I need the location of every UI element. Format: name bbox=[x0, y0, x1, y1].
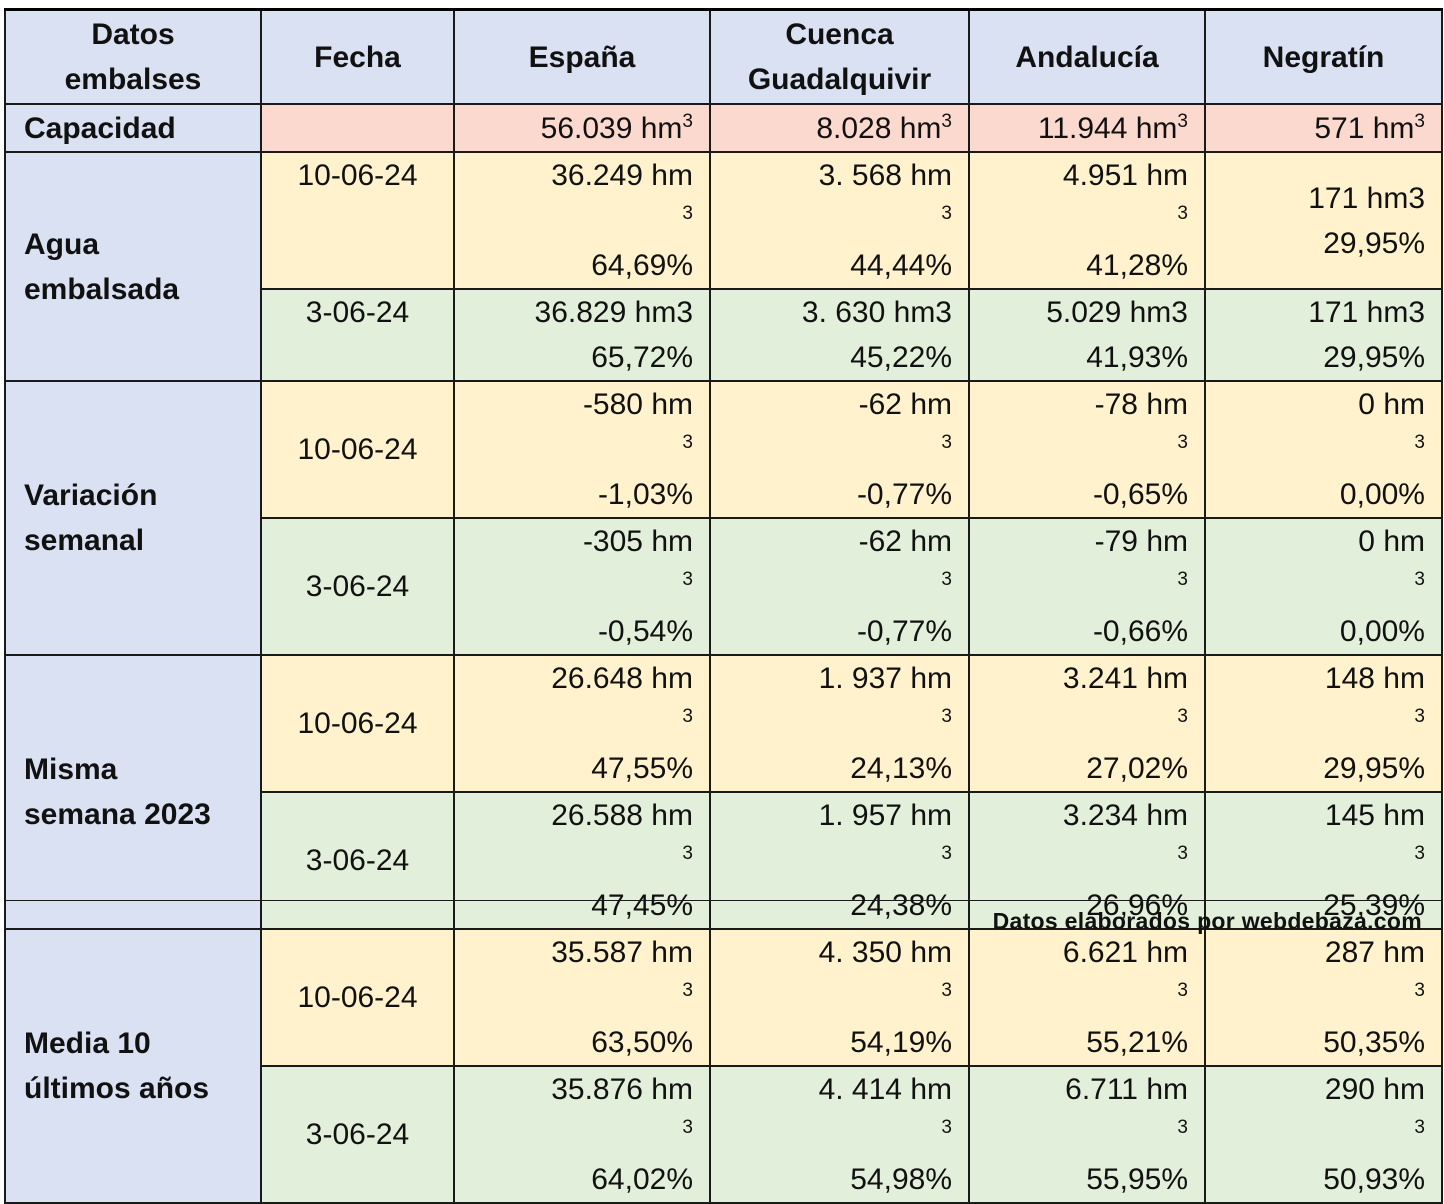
date-cell: 10-06-24 bbox=[260, 151, 455, 290]
negratin-cell: 290 hm 3 50,93% bbox=[1204, 1065, 1443, 1204]
table-row: Agua embalsada 10-06-24 36.249 hm 3 64,69%… bbox=[4, 151, 1443, 382]
andalucia-cell: 4.951 hm 3 41,28% bbox=[968, 151, 1206, 290]
date-cell: 10-06-24 bbox=[260, 654, 455, 793]
table-row: 3-06-24 -305 hm 3 -0,54% -62 hm 3 -0,77% -79… bbox=[5, 517, 1443, 656]
negratin-cell: 171 hm3 29,95% bbox=[1204, 288, 1443, 382]
negratin-cell: 287 hm 3 50,35% bbox=[1204, 928, 1443, 1067]
andalucia-cell: 3.241 hm 3 27,02% bbox=[968, 654, 1206, 793]
header-cuenca-line2: Guadalquivir bbox=[747, 63, 932, 96]
cuenca-cell: 1. 957 hm 3 24,38% bbox=[709, 791, 970, 930]
group-label-misma: Misma semana 2023 bbox=[4, 654, 262, 930]
capacity-row: Capacidad 56.039 hm3 8.028 hm3 11.944 hm… bbox=[4, 103, 1443, 153]
andalucia-cell: 6.711 hm 3 55,95% bbox=[968, 1065, 1206, 1204]
espana-cell: 36.249 hm 3 64,69% bbox=[453, 151, 711, 290]
negratin-cell: 145 hm 3 25,39% bbox=[1204, 791, 1443, 930]
negratin-cell: 0 hm 3 0,00% bbox=[1204, 380, 1443, 519]
date-cell: 3-06-24 bbox=[260, 1065, 455, 1204]
andalucia-cell: -78 hm 3 -0,65% bbox=[968, 380, 1206, 519]
andalucia-cell: 6.621 hm 3 55,21% bbox=[968, 928, 1206, 1067]
cuenca-cell: 4. 414 hm 3 54,98% bbox=[709, 1065, 970, 1204]
table-row: Misma semana 2023 10-06-24 26.648 hm 3 47,… bbox=[4, 654, 1443, 930]
reservoir-data-table: Datos embalses Fecha España Cuenca Guada… bbox=[4, 8, 1443, 1204]
header-negratin: Negratín bbox=[1204, 8, 1443, 105]
table-row: 3-06-24 36.829 hm3 65,72% 3. 630 hm3 45,22… bbox=[5, 288, 1443, 382]
negratin-cell: 171 hm3 29,95% bbox=[1204, 151, 1443, 290]
capacity-espana: 56.039 hm3 bbox=[453, 103, 711, 153]
capacity-label: Capacidad bbox=[4, 103, 262, 153]
header-datos-line2: embalses bbox=[64, 63, 202, 96]
header-andalucia: Andalucía bbox=[968, 8, 1206, 105]
espana-cell: -580 hm 3 -1,03% bbox=[453, 380, 711, 519]
date-cell: 3-06-24 bbox=[260, 288, 455, 382]
cuenca-cell: -62 hm 3 -0,77% bbox=[709, 517, 970, 656]
header-row: Datos embalses Fecha España Cuenca Guada… bbox=[4, 8, 1443, 105]
andalucia-cell: -79 hm 3 -0,66% bbox=[968, 517, 1206, 656]
group-label-variacion: Variación semanal bbox=[4, 380, 262, 656]
andalucia-cell: 3.234 hm 3 26,96% bbox=[968, 791, 1206, 930]
andalucia-cell: 5.029 hm3 41,93% bbox=[968, 288, 1206, 382]
cuenca-cell: 1. 937 hm 3 24,13% bbox=[709, 654, 970, 793]
cuenca-cell: -62 hm 3 -0,77% bbox=[709, 380, 970, 519]
espana-cell: 35.876 hm 3 64,02% bbox=[453, 1065, 711, 1204]
date-cell: 3-06-24 bbox=[260, 791, 455, 930]
date-cell: 10-06-24 bbox=[260, 928, 455, 1067]
espana-cell: 26.648 hm 3 47,55% bbox=[453, 654, 711, 793]
negratin-cell: 0 hm 3 0,00% bbox=[1204, 517, 1443, 656]
header-cuenca: Cuenca Guadalquivir bbox=[709, 8, 970, 105]
table-row: 3-06-24 26.588 hm 3 47,45% 1. 957 hm 3 24,38… bbox=[5, 791, 1443, 930]
header-fecha: Fecha bbox=[260, 8, 455, 105]
espana-cell: -305 hm 3 -0,54% bbox=[453, 517, 711, 656]
credit-text: Datos elaborados por webdebaza.com bbox=[992, 908, 1422, 934]
table-row: Variación semanal 10-06-24 -580 hm 3 -1,03… bbox=[4, 380, 1443, 656]
table-row: Media 10 últimos años 10-06-24 35.587 hm… bbox=[4, 928, 1443, 1204]
header-datos-embalses: Datos embalses bbox=[4, 8, 262, 105]
date-cell: 3-06-24 bbox=[260, 517, 455, 656]
espana-cell: 26.588 hm 3 47,45% bbox=[453, 791, 711, 930]
header-datos-line1: Datos bbox=[91, 18, 175, 51]
capacity-cuenca: 8.028 hm3 bbox=[709, 103, 970, 153]
capacity-date-empty bbox=[260, 103, 455, 153]
date-cell: 10-06-24 bbox=[260, 380, 455, 519]
espana-cell: 35.587 hm 3 63,50% bbox=[453, 928, 711, 1067]
capacity-andalucia: 11.944 hm3 bbox=[968, 103, 1206, 153]
table-bottom-rule bbox=[4, 900, 1441, 901]
group-label-media: Media 10 últimos años bbox=[4, 928, 262, 1204]
cuenca-cell: 3. 568 hm 3 44,44% bbox=[709, 151, 970, 290]
header-espana: España bbox=[453, 8, 711, 105]
cuenca-cell: 3. 630 hm3 45,22% bbox=[709, 288, 970, 382]
negratin-cell: 148 hm 3 29,95% bbox=[1204, 654, 1443, 793]
group-label-agua: Agua embalsada bbox=[4, 151, 262, 382]
espana-cell: 36.829 hm3 65,72% bbox=[453, 288, 711, 382]
capacity-negratin: 571 hm3 bbox=[1204, 103, 1443, 153]
cuenca-cell: 4. 350 hm 3 54,19% bbox=[709, 928, 970, 1067]
header-cuenca-line1: Cuenca bbox=[785, 18, 894, 51]
